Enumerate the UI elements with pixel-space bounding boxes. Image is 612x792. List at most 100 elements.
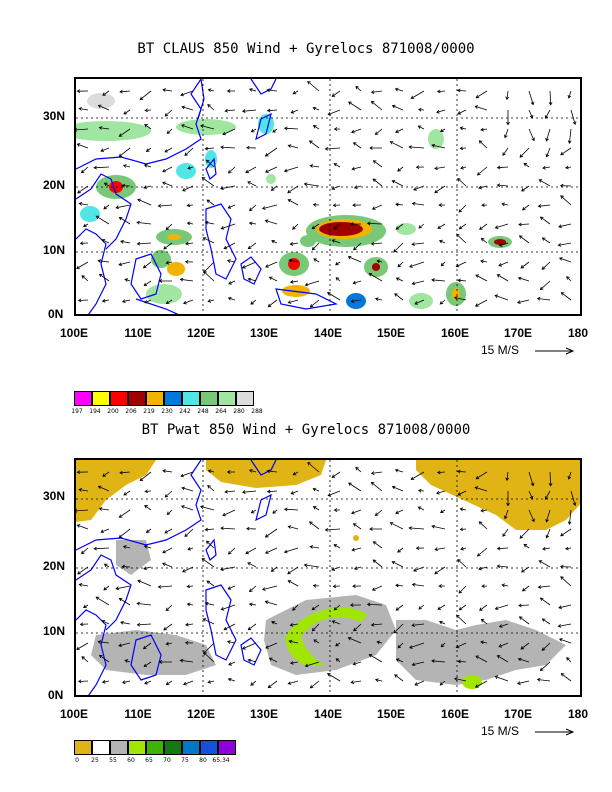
top-wind-arrow	[453, 296, 467, 301]
top-wind-arrow	[78, 202, 89, 206]
top-wind-arrow	[206, 199, 215, 206]
bottom-ylabel-0n: 0N	[48, 688, 64, 702]
bottom-wind-arrow	[474, 486, 488, 492]
bottom-xlabel: 100E	[59, 707, 89, 721]
bottom-wind-arrow	[186, 584, 194, 589]
top-wind-arrow	[518, 235, 530, 244]
bottom-wind-arrow	[374, 509, 383, 517]
bottom-wind-arrow	[324, 527, 341, 532]
bottom-wind-arrow	[164, 490, 173, 498]
top-wind-arrow	[287, 185, 299, 194]
bottom-scale-label: 15 M/S	[481, 724, 520, 738]
bottom-wind-arrow	[480, 640, 488, 645]
top-wind-arrow	[395, 128, 404, 134]
bottom-wind-arrow	[181, 486, 194, 492]
top-wind-arrow	[496, 165, 509, 170]
top-wind-arrow	[498, 261, 509, 267]
bottom-wind-arrow	[570, 490, 577, 507]
bottom-wind-arrow	[391, 561, 404, 568]
top-wind-arrow	[528, 128, 535, 142]
bottom-colorbar-label: 25	[91, 757, 99, 764]
top-wind-arrow	[101, 239, 110, 244]
top-wind-arrow	[455, 233, 467, 244]
bottom-wind-arrow	[144, 489, 152, 494]
top-colorbar-label: 242	[179, 408, 191, 415]
bottom-wind-arrow	[558, 604, 572, 610]
top-wind-arrow	[98, 126, 110, 130]
bottom-wind-arrow	[395, 604, 404, 611]
bottom-wind-arrow	[437, 604, 446, 610]
bottom-wind-arrow	[264, 528, 278, 538]
bottom-wind-arrow	[121, 680, 131, 684]
bottom-wind-arrow	[247, 562, 257, 568]
top-wind-arrow	[548, 90, 553, 106]
bottom-wind-arrow	[372, 559, 383, 568]
top-wind-arrow	[457, 109, 467, 115]
top-wind-arrow	[122, 164, 131, 168]
bottom-wind-arrow	[307, 461, 320, 473]
bottom-wind-arrow	[440, 642, 446, 648]
top-wind-arrow	[457, 278, 467, 283]
bottom-wind-arrow	[121, 564, 131, 569]
top-wind-arrow	[521, 185, 530, 192]
bottom-wind-arrow	[226, 470, 235, 474]
bottom-wind-arrow	[76, 508, 89, 513]
top-wind-arrow	[261, 204, 278, 210]
top-wind-arrow	[544, 109, 551, 119]
top-wind-arrow	[264, 166, 278, 173]
bottom-wind-arrow	[516, 680, 530, 685]
bottom-wind-arrow	[411, 623, 425, 627]
top-colorbar-label: 197	[71, 408, 83, 415]
bottom-wind-arrow	[504, 509, 509, 520]
top-xlabel: 130E	[249, 326, 279, 340]
bottom-wind-arrow	[311, 623, 320, 632]
bottom-wind-arrow	[418, 488, 425, 493]
top-wind-arrow	[119, 89, 131, 94]
top-wind-arrow	[528, 109, 534, 119]
bottom-wind-arrow	[496, 564, 509, 569]
bottom-wind-arrow	[539, 597, 551, 606]
bottom-colorbar-swatch	[200, 740, 218, 755]
top-colorbar-swatch	[182, 391, 200, 406]
top-wind-arrow	[410, 90, 425, 99]
top-colorbar-label: 264	[215, 408, 227, 415]
top-wind-arrow	[247, 181, 257, 187]
top-wind-arrow	[182, 185, 194, 192]
top-wind-arrow	[352, 142, 362, 149]
bottom-wind-arrow	[313, 639, 320, 644]
bottom-wind-arrow	[370, 471, 383, 475]
top-wind-arrow	[411, 201, 425, 206]
bottom-wind-arrow	[478, 521, 488, 530]
top-wind-arrow	[558, 257, 572, 263]
top-wind-arrow	[162, 88, 173, 92]
top-wind-arrow	[165, 299, 173, 305]
top-wind-arrow	[248, 221, 257, 226]
top-wind-arrow	[265, 261, 278, 268]
bottom-wind-arrow	[287, 580, 299, 587]
top-wind-arrow	[162, 181, 173, 187]
top-colorbar-swatch	[164, 391, 182, 406]
bottom-wind-arrow	[331, 471, 341, 478]
bottom-wind-arrow	[347, 636, 362, 644]
top-wind-arrow	[557, 242, 572, 247]
top-wind-arrow	[456, 88, 467, 93]
top-wind-arrow	[439, 239, 446, 244]
bottom-wind-arrow	[267, 680, 278, 689]
bottom-wind-arrow	[528, 490, 534, 500]
bottom-wind-arrow	[498, 642, 509, 648]
bottom-wind-arrow	[565, 546, 572, 551]
top-wind-arrow	[431, 143, 446, 149]
top-wind-arrow	[157, 203, 173, 208]
bottom-wind-arrow	[165, 604, 173, 612]
top-wind-arrow	[76, 127, 89, 132]
top-wind-arrow	[333, 127, 341, 131]
top-wind-arrow	[145, 147, 152, 152]
top-wind-arrow	[266, 88, 278, 93]
bottom-wind-arrow	[544, 490, 551, 500]
top-colorbar-swatch	[128, 391, 146, 406]
bottom-wind-arrow	[144, 680, 152, 685]
bottom-wind-arrow	[247, 658, 257, 663]
top-wind-arrow	[222, 128, 236, 136]
bottom-wind-arrow	[115, 585, 131, 591]
bottom-wind-arrow	[567, 509, 572, 525]
